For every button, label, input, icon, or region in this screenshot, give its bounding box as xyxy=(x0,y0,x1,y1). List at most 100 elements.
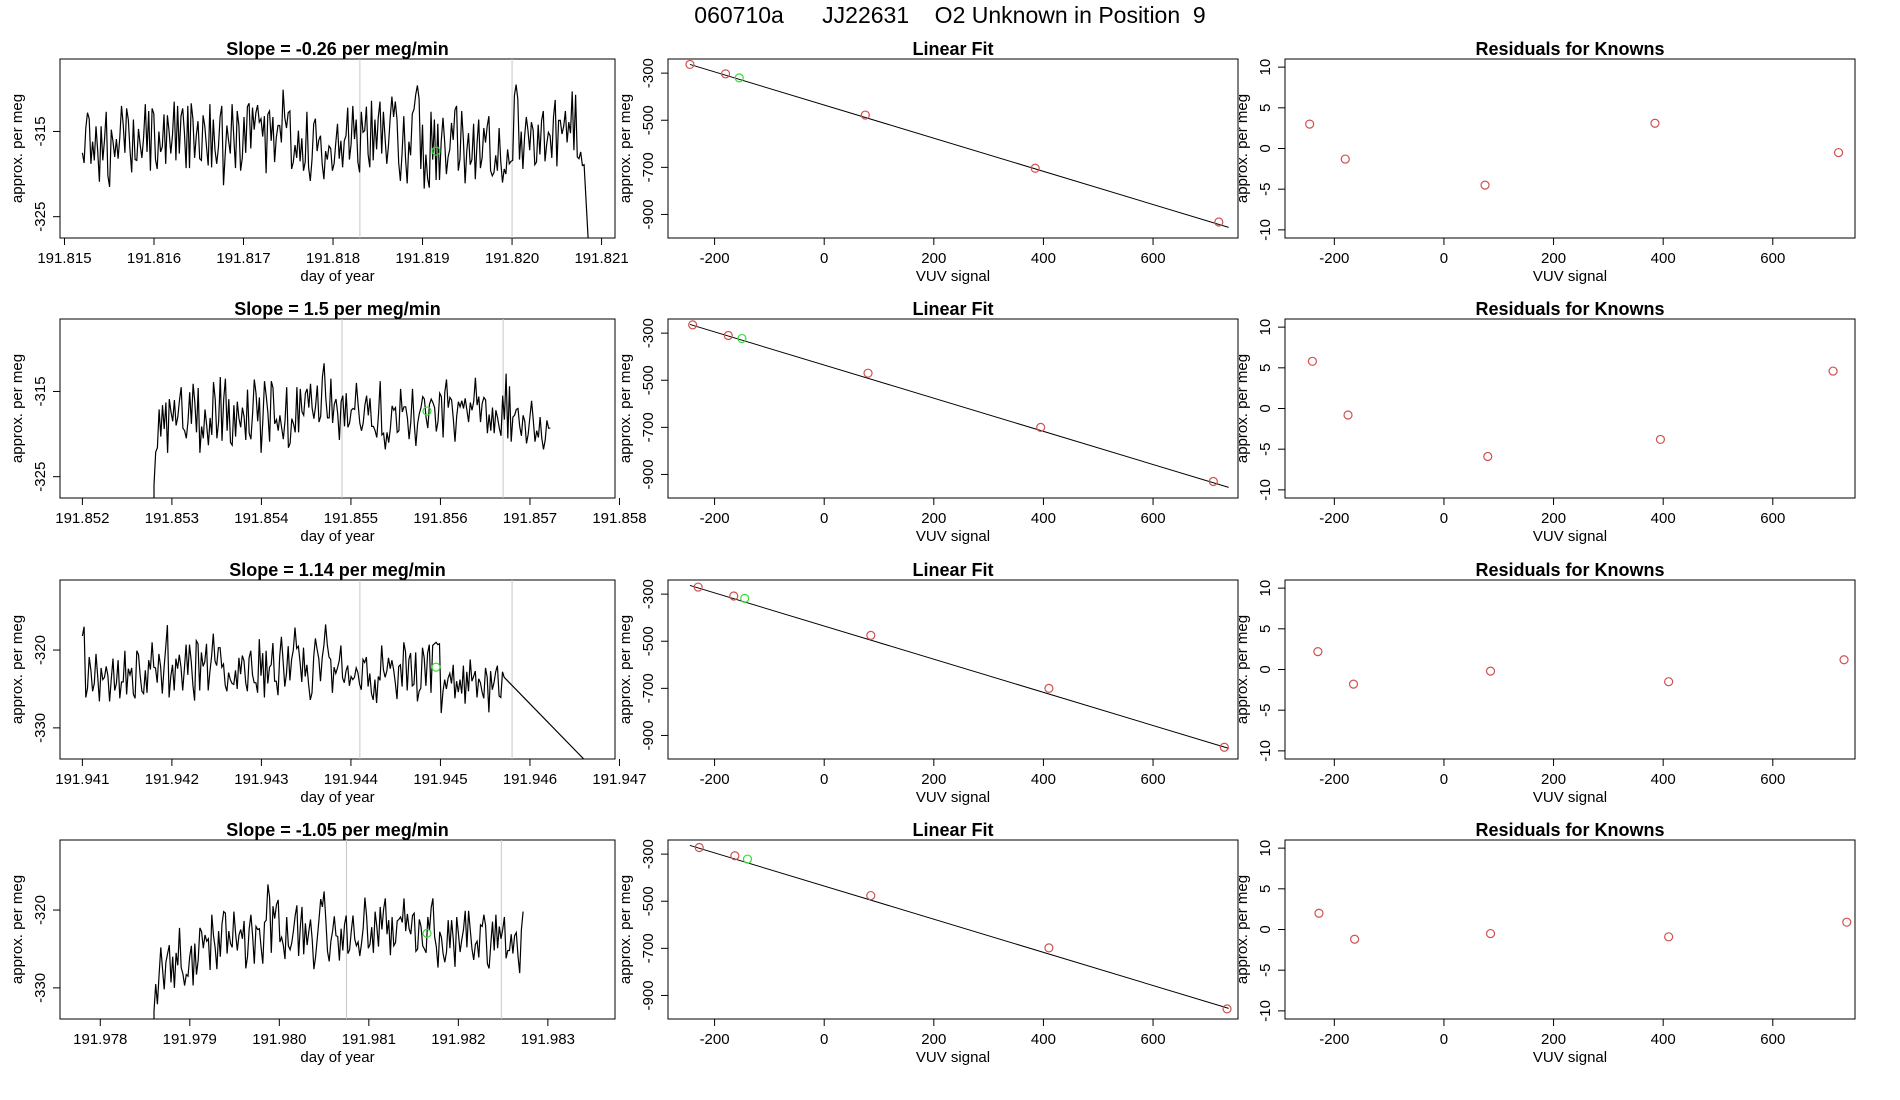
x-tick-label: 200 xyxy=(1541,771,1566,788)
data-series-line xyxy=(153,363,551,498)
x-tick-label: -200 xyxy=(700,771,730,788)
x-axis-label: day of year xyxy=(300,789,374,806)
known-point xyxy=(729,591,739,601)
x-tick-label: 191.944 xyxy=(324,771,378,788)
plot-title: Linear Fit xyxy=(912,39,993,59)
x-tick-label: 191.981 xyxy=(342,1031,396,1048)
known-point xyxy=(693,582,703,592)
x-tick-label: 600 xyxy=(1141,510,1166,527)
plot-title: Residuals for Knowns xyxy=(1475,820,1664,840)
residual-point xyxy=(1314,908,1324,918)
y-axis-label: approx. per meg xyxy=(1234,875,1251,984)
x-tick-label: 400 xyxy=(1651,510,1676,527)
x-tick-label: 600 xyxy=(1141,771,1166,788)
x-tick-label: 191.820 xyxy=(485,250,539,267)
residual-point xyxy=(1340,154,1350,164)
y-tick-label: -10 xyxy=(1257,740,1274,762)
y-axis-label: approx. per meg xyxy=(9,875,26,984)
x-tick-label: 191.854 xyxy=(234,510,288,527)
y-tick-label: 0 xyxy=(1257,144,1274,152)
x-tick-label: 400 xyxy=(1651,771,1676,788)
x-tick-label: 400 xyxy=(1651,250,1676,267)
unknown-sample-point xyxy=(422,928,432,938)
x-tick-label: 191.947 xyxy=(592,771,646,788)
y-tick-label: 0 xyxy=(1257,665,1274,673)
x-tick-label: 191.983 xyxy=(521,1031,575,1048)
y-tick-label: -900 xyxy=(640,459,657,489)
known-point xyxy=(1036,422,1046,432)
known-point xyxy=(1030,163,1040,173)
plot-title: Linear Fit xyxy=(912,299,993,319)
residual-point xyxy=(1485,928,1496,939)
x-tick-label: -200 xyxy=(700,510,730,527)
unknown-point xyxy=(734,73,744,83)
plot-frame xyxy=(667,579,1239,760)
x-tick-label: 0 xyxy=(820,771,828,788)
x-tick-label: 191.978 xyxy=(73,1031,127,1048)
x-tick-label: 191.857 xyxy=(503,510,557,527)
x-tick-label: 600 xyxy=(1141,1031,1166,1048)
plot-frame xyxy=(667,318,1239,499)
plot-frame xyxy=(59,839,616,1020)
residual-point xyxy=(1842,917,1852,927)
y-tick-label: 10 xyxy=(1257,580,1274,597)
x-tick-label: -200 xyxy=(1319,1031,1349,1048)
y-axis-label: approx. per meg xyxy=(1234,354,1251,463)
y-tick-label: 0 xyxy=(1257,404,1274,412)
plot-title: Slope = -1.05 per meg/min xyxy=(226,820,449,840)
y-tick-label: -5 xyxy=(1257,443,1274,456)
x-axis-label: VUV signal xyxy=(1533,1049,1607,1066)
y-axis-label: approx. per meg xyxy=(9,354,26,463)
x-axis-label: VUV signal xyxy=(1533,528,1607,545)
residual-point xyxy=(1348,679,1359,689)
y-axis-label: approx. per meg xyxy=(9,615,26,724)
x-tick-label: 400 xyxy=(1651,1031,1676,1048)
y-tick-label: -300 xyxy=(640,579,657,609)
y-axis-label: approx. per meg xyxy=(9,94,26,203)
plot-title: Slope = 1.14 per meg/min xyxy=(229,560,446,580)
plot-frame xyxy=(667,58,1239,239)
x-tick-label: -200 xyxy=(700,1031,730,1048)
x-tick-label: 0 xyxy=(1440,1031,1448,1048)
fit-line xyxy=(689,844,1229,1009)
known-point xyxy=(730,851,740,861)
known-point xyxy=(694,842,704,853)
residual-point xyxy=(1833,147,1844,158)
plot-title: Residuals for Knowns xyxy=(1475,299,1664,319)
known-point xyxy=(1222,1004,1232,1014)
y-tick-label: -315 xyxy=(32,116,49,146)
plot-title: Slope = 1.5 per meg/min xyxy=(234,299,441,319)
y-tick-label: -325 xyxy=(32,202,49,232)
y-tick-label: 5 xyxy=(1257,625,1274,633)
residual-point xyxy=(1485,666,1496,676)
x-tick-label: 191.945 xyxy=(413,771,467,788)
x-tick-label: 191.815 xyxy=(37,250,91,267)
plot-title: Residuals for Knowns xyxy=(1475,39,1664,59)
plot-frame xyxy=(1284,579,1856,760)
unknown-sample-point xyxy=(431,662,441,672)
known-point xyxy=(863,368,873,378)
y-tick-label: -700 xyxy=(640,412,657,442)
plot-title: Linear Fit xyxy=(912,820,993,840)
fit-line xyxy=(689,63,1229,228)
y-tick-label: -500 xyxy=(640,886,657,916)
plot-title: Residuals for Knowns xyxy=(1475,560,1664,580)
plot-frame xyxy=(59,58,616,239)
residual-point xyxy=(1483,451,1493,462)
y-tick-label: -5 xyxy=(1257,704,1274,717)
residual-point xyxy=(1655,434,1666,445)
x-tick-label: -200 xyxy=(1319,510,1349,527)
y-tick-label: -500 xyxy=(640,105,657,135)
plot-frame xyxy=(1284,839,1856,1020)
residual-point xyxy=(1839,655,1849,665)
y-axis-label: approx. per meg xyxy=(1234,615,1251,724)
residual-point xyxy=(1828,366,1838,376)
known-point xyxy=(866,890,876,901)
y-axis-label: approx. per meg xyxy=(1234,94,1251,203)
x-tick-label: 191.941 xyxy=(55,771,109,788)
x-axis-label: VUV signal xyxy=(916,1049,990,1066)
y-axis-label: approx. per meg xyxy=(617,875,634,984)
known-point xyxy=(720,69,731,79)
x-tick-label: 191.817 xyxy=(216,250,270,267)
y-tick-label: 10 xyxy=(1257,840,1274,857)
